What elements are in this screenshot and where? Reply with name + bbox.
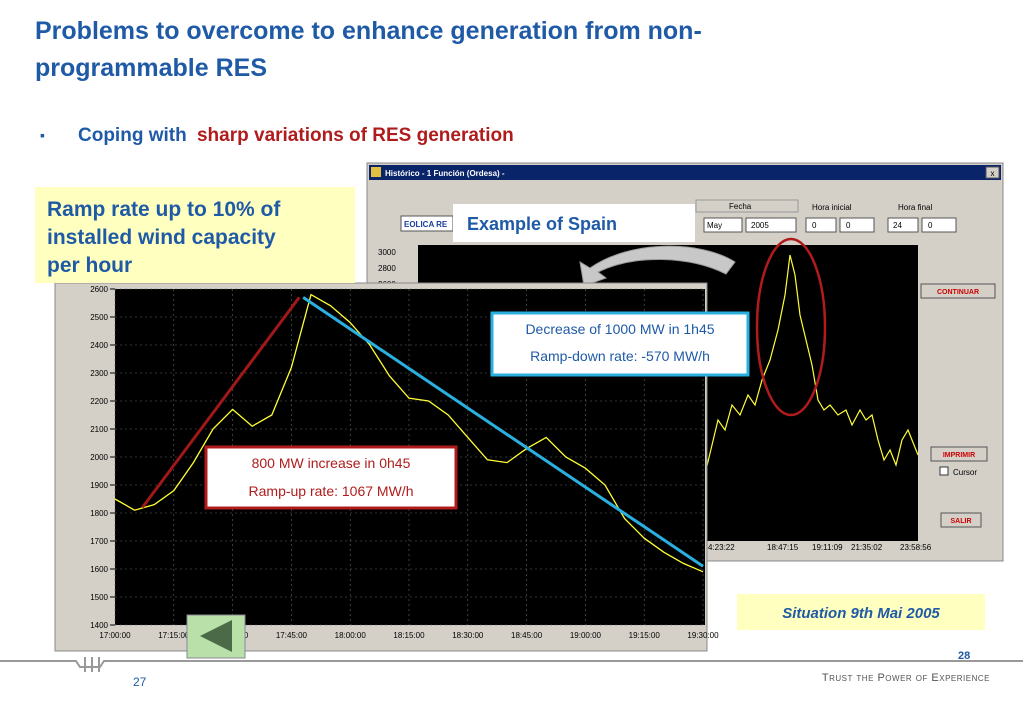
imprimir: IMPRIMIR bbox=[943, 452, 975, 459]
x-tick-label: 18:15:00 bbox=[393, 631, 425, 640]
y-tick-label: 2300 bbox=[90, 369, 108, 378]
hora-final: Hora final bbox=[898, 203, 932, 212]
bg-x-label: 18:47:15 bbox=[767, 543, 799, 552]
y-tick-label: 2000 bbox=[90, 453, 108, 462]
close-button[interactable] bbox=[985, 166, 1000, 179]
decrease-text: Decrease of 1000 MW in 1h45 bbox=[525, 321, 714, 337]
situation: Situation 9th Mai 2005 bbox=[782, 605, 940, 622]
back-icon bbox=[200, 620, 232, 652]
bg-x-label: 19:11:09 bbox=[812, 543, 843, 552]
start-min-box[interactable] bbox=[839, 217, 875, 233]
trend-line bbox=[302, 296, 704, 568]
x-tick-label: 17:15:00 bbox=[158, 631, 190, 640]
increase-box bbox=[204, 445, 458, 510]
month-box[interactable] bbox=[703, 217, 743, 233]
y-tick-label: 2200 bbox=[90, 397, 108, 406]
x-tick-label: 17:00:00 bbox=[99, 631, 131, 640]
bullet: Coping with sharp variations of RES gene… bbox=[78, 125, 514, 146]
x-tick-label: 19:00:00 bbox=[570, 631, 602, 640]
title-line: Problems to overcome to enhance generati… bbox=[35, 17, 702, 45]
end-min: 0 bbox=[928, 221, 933, 230]
fecha-header bbox=[695, 199, 799, 213]
page-number: 27 bbox=[133, 675, 147, 689]
x-tick-label: 19:30:00 bbox=[687, 631, 719, 640]
x-tick-label: 19:15:00 bbox=[629, 631, 661, 640]
start-min: 0 bbox=[846, 221, 851, 230]
tagline: Trust the Power of Experience bbox=[822, 672, 990, 684]
ramp-text: per hour bbox=[47, 254, 132, 277]
start-hour-box[interactable] bbox=[805, 217, 837, 233]
window-icon bbox=[371, 167, 381, 177]
imprimir-button[interactable] bbox=[930, 446, 988, 462]
close-label: x bbox=[991, 169, 995, 178]
decrease-box bbox=[490, 311, 750, 377]
bullet-highlight: sharp variations of RES generation bbox=[197, 125, 514, 146]
salir: SALIR bbox=[951, 518, 972, 525]
hora-inicial: Hora inicial bbox=[812, 203, 852, 212]
example: Example of Spain bbox=[467, 214, 617, 234]
next-page: 28 bbox=[958, 650, 970, 662]
continuar: CONTINUAR bbox=[937, 289, 979, 296]
y-tick-label: 2100 bbox=[90, 425, 108, 434]
field: EOLICA RE bbox=[404, 220, 448, 229]
y-tick-label: 1400 bbox=[90, 621, 108, 630]
footer-line bbox=[0, 660, 1023, 668]
month: May bbox=[707, 221, 722, 230]
series-line bbox=[114, 293, 704, 573]
window-title: Histórico - 1 Función (Ordesa) - bbox=[385, 169, 505, 178]
bg-x-label: 23:58:56 bbox=[900, 543, 932, 552]
ramp-text: Ramp rate up to 10% of bbox=[47, 198, 281, 221]
bg-y-label: 3000 bbox=[378, 248, 396, 257]
y-tick-label: 2400 bbox=[90, 341, 108, 350]
ramp-text: installed wind capacity bbox=[47, 226, 276, 249]
cursor: Cursor bbox=[953, 468, 977, 477]
footer-mark bbox=[84, 657, 100, 672]
bullet-marker: ▪ bbox=[40, 127, 45, 143]
background-line bbox=[705, 254, 919, 471]
continuar-button[interactable] bbox=[920, 283, 996, 299]
increase-text: Ramp-up rate: 1067 MW/h bbox=[249, 483, 414, 499]
fecha: Fecha bbox=[729, 202, 752, 211]
y-tick-label: 1800 bbox=[90, 509, 108, 518]
year: 2005 bbox=[751, 221, 769, 230]
situation-box bbox=[737, 594, 985, 630]
bg-y-label: 2800 bbox=[378, 264, 396, 273]
x-tick-label: 18:45:00 bbox=[511, 631, 543, 640]
y-tick-label: 2500 bbox=[90, 313, 108, 322]
x-tick-label: 18:30:00 bbox=[452, 631, 484, 640]
window-titlebar bbox=[369, 165, 1001, 180]
example-box bbox=[453, 204, 695, 242]
start-hour: 0 bbox=[812, 221, 817, 230]
increase-text: 800 MW increase in 0h45 bbox=[252, 455, 411, 471]
y-tick-label: 1700 bbox=[90, 537, 108, 546]
ramp-box bbox=[35, 187, 355, 283]
cursor-checkbox[interactable] bbox=[939, 466, 949, 476]
y-tick-label: 1600 bbox=[90, 565, 108, 574]
trend-line bbox=[141, 296, 301, 509]
bullet-lead: Coping with bbox=[78, 125, 187, 146]
bg-x-label: 21:35:02 bbox=[851, 543, 883, 552]
decrease-text: Ramp-down rate: -570 MW/h bbox=[530, 348, 710, 364]
y-tick-label: 1900 bbox=[90, 481, 108, 490]
end-min-box[interactable] bbox=[921, 217, 957, 233]
end-hour-box[interactable] bbox=[887, 217, 919, 233]
y-tick-label: 1500 bbox=[90, 593, 108, 602]
salir-button[interactable] bbox=[940, 512, 982, 528]
spike-ellipse bbox=[755, 237, 827, 417]
title-line: programmable RES bbox=[35, 54, 267, 82]
bg-x-label: 4:23:22 bbox=[708, 543, 735, 552]
end-hour: 24 bbox=[893, 221, 902, 230]
year-box[interactable] bbox=[745, 217, 797, 233]
y-tick-label: 2600 bbox=[90, 285, 108, 294]
x-tick-label: 18:00:00 bbox=[335, 631, 367, 640]
x-tick-label: 17:45:00 bbox=[276, 631, 308, 640]
